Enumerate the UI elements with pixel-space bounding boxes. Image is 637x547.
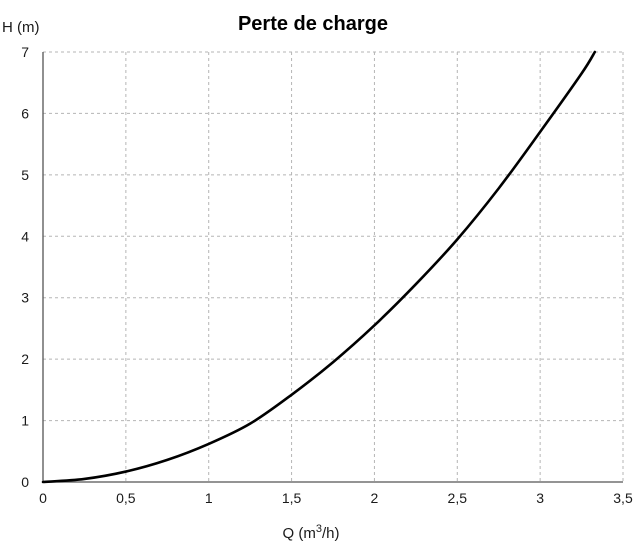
x-tick-label: 0,5: [116, 490, 136, 506]
tick-labels: 0 0,5 1 1,5 2 2,5 3 3,5 0 1 2 3 4 5 6 7: [21, 44, 633, 506]
axes: [42, 52, 623, 483]
y-tick-label: 3: [21, 290, 29, 306]
x-axis-label: Q (m3/h): [283, 523, 340, 542]
series-line: [41, 50, 597, 484]
y-tick-label: 2: [21, 351, 29, 367]
x-tick-label: 1,5: [282, 490, 302, 506]
x-axis-label-superscript: 3: [316, 523, 322, 535]
x-tick-label: 3: [536, 490, 544, 506]
x-axis-label-tail: /h): [322, 525, 340, 542]
y-tick-label: 7: [21, 44, 29, 60]
x-tick-label: 0: [39, 490, 47, 506]
x-tick-label: 1: [205, 490, 213, 506]
y-tick-label: 0: [21, 474, 29, 490]
y-axis-label: H (m): [2, 19, 40, 36]
y-tick-label: 6: [21, 105, 29, 121]
x-tick-label: 2,5: [448, 490, 468, 506]
x-tick-label: 2: [371, 490, 379, 506]
y-tick-label: 1: [21, 413, 29, 429]
chart-title: Perte de charge: [238, 13, 388, 35]
grid: [43, 51, 624, 482]
x-tick-label: 3,5: [613, 490, 633, 506]
y-tick-label: 4: [21, 228, 29, 244]
y-tick-label: 5: [21, 167, 29, 183]
x-axis-label-main: Q (m: [283, 525, 316, 542]
